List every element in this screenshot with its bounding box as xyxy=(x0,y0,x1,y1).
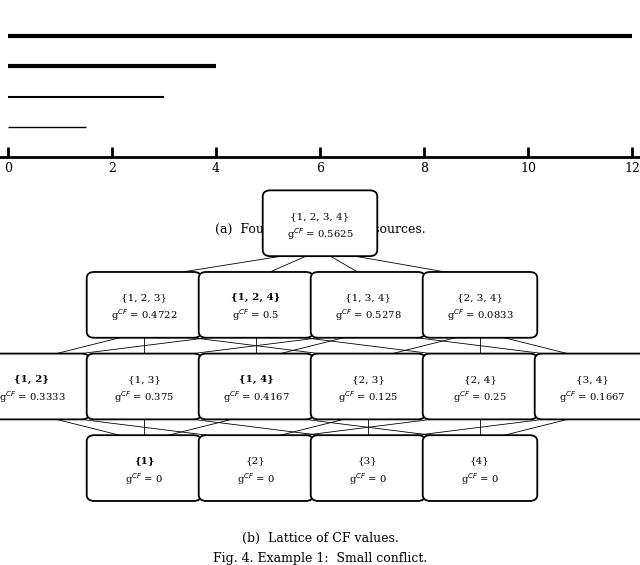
Text: g$^{CF}$ = 0: g$^{CF}$ = 0 xyxy=(461,471,499,486)
Text: g$^{CF}$ = 0: g$^{CF}$ = 0 xyxy=(237,471,275,486)
FancyBboxPatch shape xyxy=(0,354,90,419)
Text: g$^{CF}$ = 0.125: g$^{CF}$ = 0.125 xyxy=(338,389,398,405)
FancyBboxPatch shape xyxy=(311,435,425,501)
Text: {1}: {1} xyxy=(134,457,154,466)
FancyBboxPatch shape xyxy=(198,435,314,501)
Text: {4}: {4} xyxy=(470,457,490,466)
Text: (b)  Lattice of CF values.: (b) Lattice of CF values. xyxy=(242,532,398,545)
Text: g$^{CF}$ = 0: g$^{CF}$ = 0 xyxy=(125,471,163,486)
Text: {1, 3, 4}: {1, 3, 4} xyxy=(345,293,391,302)
FancyBboxPatch shape xyxy=(198,272,314,338)
FancyBboxPatch shape xyxy=(87,354,201,419)
Text: g$^{CF}$ = 0: g$^{CF}$ = 0 xyxy=(349,471,387,486)
Text: g$^{CF}$ = 0.0833: g$^{CF}$ = 0.0833 xyxy=(447,308,513,324)
FancyBboxPatch shape xyxy=(87,272,201,338)
Text: g$^{CF}$ = 0.5: g$^{CF}$ = 0.5 xyxy=(232,308,280,324)
Text: {2}: {2} xyxy=(246,457,266,466)
FancyBboxPatch shape xyxy=(535,354,640,419)
FancyBboxPatch shape xyxy=(262,190,378,256)
Text: g$^{CF}$ = 0.4167: g$^{CF}$ = 0.4167 xyxy=(223,389,289,405)
Text: {1, 3}: {1, 3} xyxy=(127,375,161,384)
FancyBboxPatch shape xyxy=(422,435,538,501)
FancyBboxPatch shape xyxy=(311,272,425,338)
Text: {1, 2, 4}: {1, 2, 4} xyxy=(231,293,281,302)
Text: g$^{CF}$ = 0.3333: g$^{CF}$ = 0.3333 xyxy=(0,389,65,405)
Text: {3}: {3} xyxy=(358,457,378,466)
Text: (a)  Four interval-valued sources.: (a) Four interval-valued sources. xyxy=(214,223,426,236)
Text: {2, 3}: {2, 3} xyxy=(351,375,385,384)
Text: {1, 4}: {1, 4} xyxy=(239,375,273,384)
FancyBboxPatch shape xyxy=(311,354,425,419)
Text: {1, 2, 3, 4}: {1, 2, 3, 4} xyxy=(291,212,349,221)
Text: {2, 3, 4}: {2, 3, 4} xyxy=(457,293,503,302)
Text: g$^{CF}$ = 0.5278: g$^{CF}$ = 0.5278 xyxy=(335,308,401,324)
Text: g$^{CF}$ = 0.375: g$^{CF}$ = 0.375 xyxy=(114,389,174,405)
FancyBboxPatch shape xyxy=(422,354,538,419)
Text: g$^{CF}$ = 0.5625: g$^{CF}$ = 0.5625 xyxy=(287,226,353,242)
FancyBboxPatch shape xyxy=(422,272,538,338)
Text: {1, 2}: {1, 2} xyxy=(15,375,49,384)
FancyBboxPatch shape xyxy=(198,354,314,419)
Text: g$^{CF}$ = 0.25: g$^{CF}$ = 0.25 xyxy=(453,389,507,405)
Text: Fig. 4. Example 1:  Small conflict.: Fig. 4. Example 1: Small conflict. xyxy=(213,552,427,565)
Text: g$^{CF}$ = 0.4722: g$^{CF}$ = 0.4722 xyxy=(111,308,177,324)
Text: g$^{CF}$ = 0.1667: g$^{CF}$ = 0.1667 xyxy=(559,389,625,405)
Text: {1, 2, 3}: {1, 2, 3} xyxy=(121,293,167,302)
FancyBboxPatch shape xyxy=(87,435,201,501)
Text: {2, 4}: {2, 4} xyxy=(463,375,497,384)
Text: {3, 4}: {3, 4} xyxy=(575,375,609,384)
